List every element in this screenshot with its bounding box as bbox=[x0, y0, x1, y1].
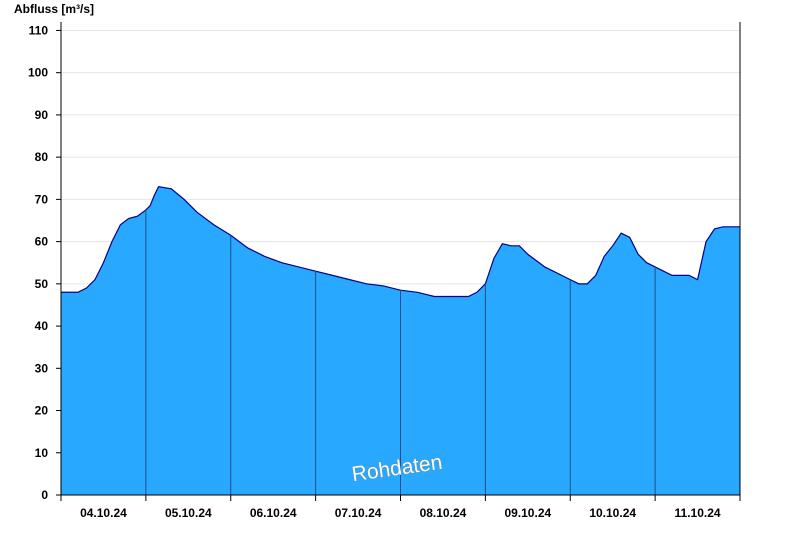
y-tick-label-70: 70 bbox=[35, 192, 49, 206]
x-ticks: 04.10.24 05.10.24 06.10.24 07.10.24 08.10.24… bbox=[60, 495, 741, 520]
y-tick-label-80: 80 bbox=[35, 150, 49, 164]
y-tick-label-0: 0 bbox=[41, 488, 48, 502]
y-tick-label-90: 90 bbox=[35, 108, 49, 122]
y-ticks: 0 10 20 30 40 50 60 70 80 90 100 110 bbox=[28, 23, 61, 502]
y-tick-label-110: 110 bbox=[29, 23, 49, 37]
y-tick-label-30: 30 bbox=[35, 361, 49, 375]
y-tick-label-100: 100 bbox=[28, 66, 48, 80]
x-tick-label-2: 06.10.24 bbox=[250, 506, 297, 520]
y-tick-label-40: 40 bbox=[35, 319, 49, 333]
y-tick-label-60: 60 bbox=[35, 235, 49, 249]
x-tick-label-0: 04.10.24 bbox=[80, 506, 127, 520]
x-tick-label-6: 10.10.24 bbox=[589, 506, 636, 520]
x-tick-label-7: 11.10.24 bbox=[675, 506, 721, 520]
discharge-line bbox=[61, 186, 740, 298]
day-separators bbox=[145, 209, 656, 495]
x-tick-label-5: 09.10.24 bbox=[504, 506, 551, 520]
y-axis-label: Abfluss [m³/s] bbox=[14, 2, 94, 16]
y-tick-label-20: 20 bbox=[35, 404, 49, 418]
y-tick-label-10: 10 bbox=[35, 446, 49, 460]
y-tick-label-50: 50 bbox=[35, 277, 49, 291]
x-tick-label-3: 07.10.24 bbox=[335, 506, 382, 520]
x-tick-label-4: 08.10.24 bbox=[420, 506, 467, 520]
x-tick-label-1: 05.10.24 bbox=[165, 506, 212, 520]
